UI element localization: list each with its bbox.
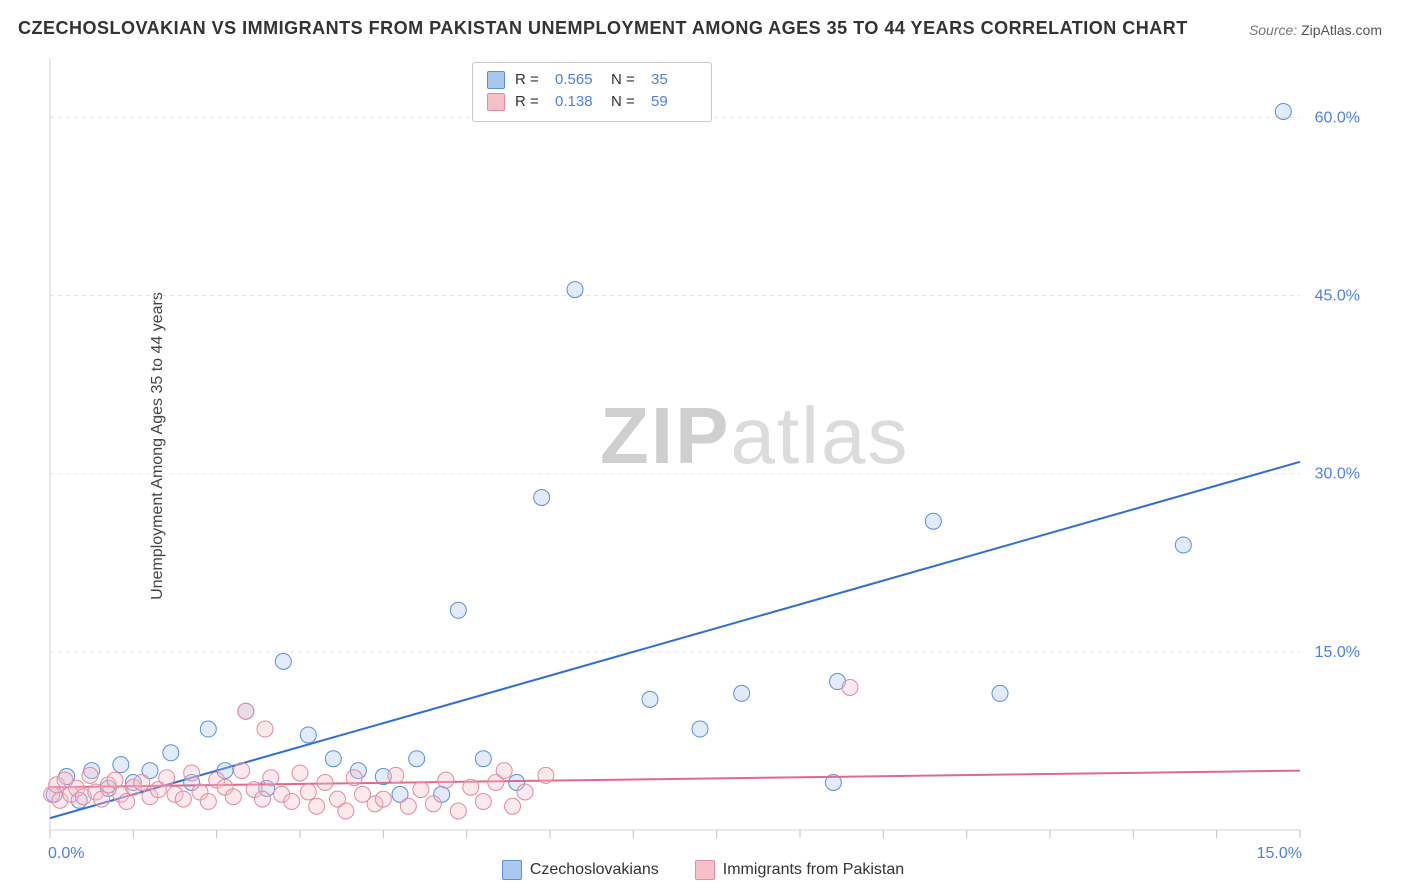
point-czech	[992, 685, 1008, 701]
point-czech	[275, 653, 291, 669]
point-pakistan	[388, 767, 404, 783]
point-pakistan	[238, 703, 254, 719]
n-value-pakistan: 59	[651, 91, 697, 113]
correlation-legend: R = 0.565 N = 35 R = 0.138 N = 59	[472, 62, 712, 122]
point-pakistan	[255, 791, 271, 807]
point-pakistan	[284, 793, 300, 809]
legend-item-pakistan: Immigrants from Pakistan	[695, 860, 904, 880]
r-value-pakistan: 0.138	[555, 91, 601, 113]
n-value-czech: 35	[651, 69, 697, 91]
point-pakistan	[538, 767, 554, 783]
point-pakistan	[517, 784, 533, 800]
point-pakistan	[413, 782, 429, 798]
y-tick-label: 60.0%	[1315, 109, 1360, 126]
r-label: R =	[515, 69, 545, 91]
point-pakistan	[400, 798, 416, 814]
corr-legend-row-pakistan: R = 0.138 N = 59	[487, 91, 697, 113]
point-pakistan	[463, 779, 479, 795]
point-pakistan	[292, 765, 308, 781]
swatch-pakistan	[695, 860, 715, 880]
point-pakistan	[263, 770, 279, 786]
point-czech	[300, 727, 316, 743]
point-czech	[1275, 103, 1291, 119]
point-czech	[325, 751, 341, 767]
point-pakistan	[475, 793, 491, 809]
point-pakistan	[317, 774, 333, 790]
point-czech	[1175, 537, 1191, 553]
point-pakistan	[505, 798, 521, 814]
y-tick-label: 15.0%	[1315, 644, 1360, 661]
y-tick-label: 30.0%	[1315, 466, 1360, 483]
point-czech	[450, 602, 466, 618]
corr-legend-row-czech: R = 0.565 N = 35	[487, 69, 697, 91]
point-czech	[567, 282, 583, 298]
point-pakistan	[107, 772, 123, 788]
point-czech	[642, 691, 658, 707]
r-value-czech: 0.565	[555, 69, 601, 91]
point-czech	[925, 513, 941, 529]
point-pakistan	[338, 803, 354, 819]
point-pakistan	[425, 796, 441, 812]
point-czech	[113, 757, 129, 773]
point-czech	[692, 721, 708, 737]
point-czech	[475, 751, 491, 767]
legend-label-czech: Czechoslovakians	[530, 861, 659, 879]
point-pakistan	[184, 765, 200, 781]
point-pakistan	[234, 763, 250, 779]
series-legend: Czechoslovakians Immigrants from Pakistan	[0, 860, 1406, 880]
point-pakistan	[257, 721, 273, 737]
point-pakistan	[309, 798, 325, 814]
swatch-czech	[502, 860, 522, 880]
scatter-chart: 15.0%30.0%45.0%60.0%0.0%15.0%	[0, 0, 1406, 892]
n-label: N =	[611, 69, 641, 91]
point-pakistan	[94, 791, 110, 807]
point-pakistan	[175, 791, 191, 807]
point-pakistan	[200, 793, 216, 809]
point-pakistan	[438, 772, 454, 788]
point-czech	[534, 489, 550, 505]
point-pakistan	[82, 767, 98, 783]
point-czech	[200, 721, 216, 737]
legend-label-pakistan: Immigrants from Pakistan	[723, 861, 904, 879]
r-label: R =	[515, 91, 545, 113]
point-pakistan	[496, 763, 512, 779]
swatch-pakistan	[487, 93, 505, 111]
swatch-czech	[487, 71, 505, 89]
point-pakistan	[300, 784, 316, 800]
point-pakistan	[159, 770, 175, 786]
n-label: N =	[611, 91, 641, 113]
point-pakistan	[119, 793, 135, 809]
point-pakistan	[225, 789, 241, 805]
point-pakistan	[842, 679, 858, 695]
legend-item-czech: Czechoslovakians	[502, 860, 659, 880]
point-czech	[163, 745, 179, 761]
point-pakistan	[375, 791, 391, 807]
point-pakistan	[346, 770, 362, 786]
point-czech	[409, 751, 425, 767]
point-pakistan	[450, 803, 466, 819]
y-tick-label: 45.0%	[1315, 288, 1360, 305]
point-czech	[734, 685, 750, 701]
point-pakistan	[134, 774, 150, 790]
